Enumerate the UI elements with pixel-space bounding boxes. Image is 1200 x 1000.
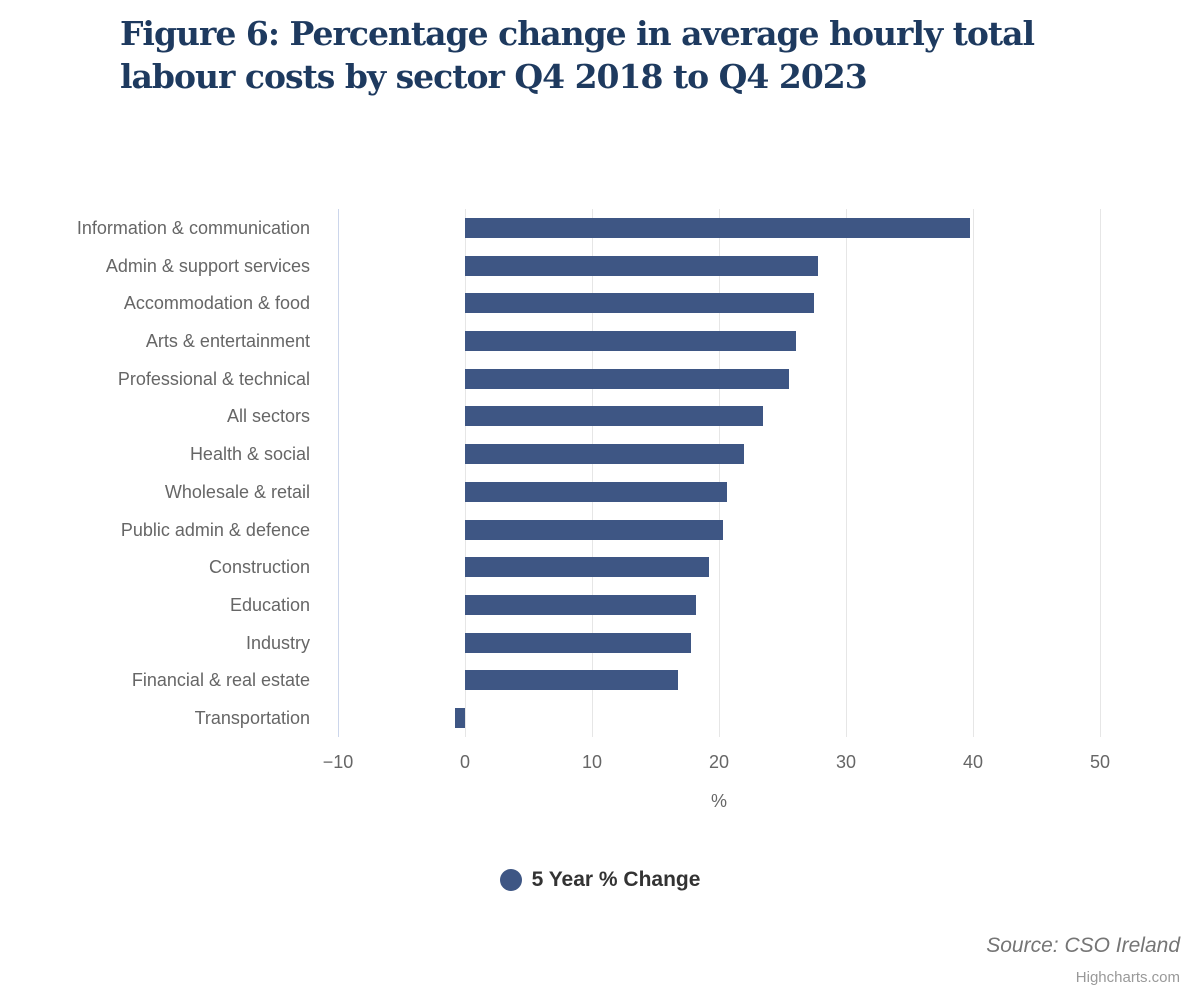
x-tick-label: 20	[708, 752, 730, 772]
x-tick-label: 0	[459, 752, 471, 772]
category-label: All sectors	[226, 406, 310, 427]
category-axis-line	[337, 209, 339, 737]
x-tick-label: 30	[835, 752, 857, 772]
bar[interactable]	[465, 406, 764, 427]
category-label: Education	[229, 595, 310, 615]
category-label: Accommodation & food	[123, 293, 310, 314]
x-tick-label: −10	[322, 752, 354, 772]
bar[interactable]	[465, 519, 723, 540]
legend-label: 5 Year % Change	[531, 868, 701, 891]
x-gridline	[1099, 209, 1101, 737]
x-gridline	[972, 209, 974, 737]
x-gridline	[464, 209, 466, 737]
bar[interactable]	[465, 255, 819, 276]
x-axis-title: %	[710, 791, 728, 811]
category-label: Transportation	[194, 708, 310, 729]
legend-marker-icon	[499, 869, 522, 891]
x-tick-label: 10	[581, 752, 603, 772]
category-label: Construction	[208, 557, 310, 578]
category-label: Financial & real estate	[131, 670, 310, 691]
category-label: Admin & support services	[105, 255, 310, 276]
bar[interactable]	[465, 632, 692, 653]
x-gridline	[591, 209, 593, 737]
chart-title: Figure 6: Percentage change in average h…	[120, 14, 1035, 96]
x-gridline	[845, 209, 847, 737]
category-label: Information & communication	[76, 217, 310, 238]
bar[interactable]	[465, 481, 727, 502]
category-label: Wholesale & retail	[164, 481, 310, 502]
category-label: Public admin & defence	[120, 519, 310, 540]
x-tick-label: 40	[962, 752, 984, 772]
bar[interactable]	[465, 670, 679, 691]
category-label: Arts & entertainment	[145, 331, 310, 351]
category-label: Industry	[245, 632, 310, 653]
category-label: Health & social	[189, 444, 310, 465]
bar[interactable]	[465, 293, 815, 314]
category-label: Professional & technical	[117, 368, 310, 389]
bar[interactable]	[465, 557, 709, 578]
legend-item[interactable]: 5 Year % Change	[0, 863, 1200, 897]
bar[interactable]	[465, 217, 971, 238]
bar[interactable]	[454, 708, 465, 729]
x-tick-label: 50	[1089, 752, 1111, 772]
bar[interactable]	[465, 331, 797, 351]
bar[interactable]	[465, 444, 745, 465]
x-gridline	[718, 209, 720, 737]
source-text: Source: CSO Ireland	[986, 934, 1180, 957]
bar[interactable]	[465, 595, 697, 615]
highcharts-credit-link[interactable]: Highcharts.com	[1075, 969, 1180, 986]
bar[interactable]	[465, 368, 789, 389]
